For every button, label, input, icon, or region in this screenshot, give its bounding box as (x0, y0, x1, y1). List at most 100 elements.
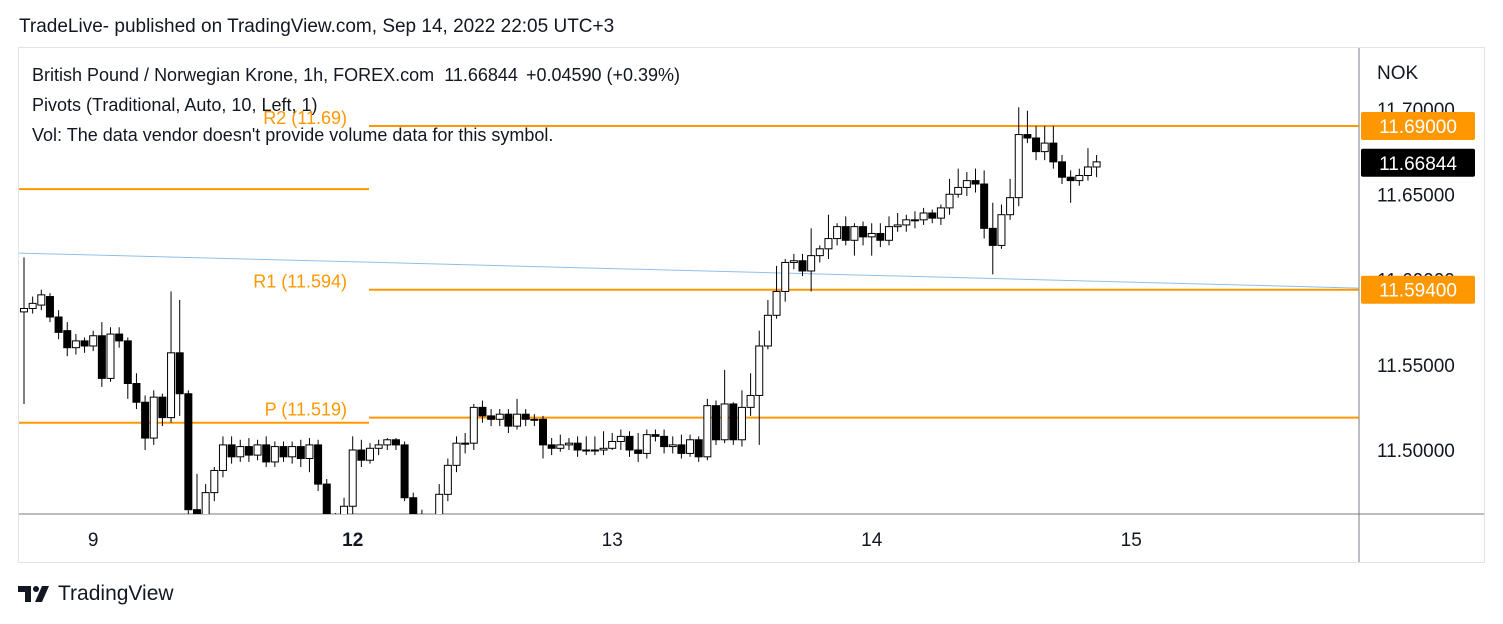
candle[interactable] (115, 327, 124, 348)
candle[interactable] (988, 202, 997, 275)
candle[interactable] (677, 434, 686, 459)
candle[interactable] (668, 436, 677, 454)
candle[interactable] (149, 390, 158, 445)
candle[interactable] (427, 515, 434, 535)
candle[interactable] (244, 438, 253, 462)
footer-brand[interactable]: TradingView (58, 582, 174, 605)
candle[interactable] (89, 330, 98, 352)
candle[interactable] (1049, 126, 1058, 169)
candle[interactable] (332, 513, 339, 540)
candle[interactable] (616, 429, 625, 450)
candle[interactable] (720, 369, 729, 444)
candle[interactable] (71, 334, 80, 355)
candle[interactable] (582, 436, 591, 456)
candle[interactable] (651, 429, 660, 442)
candle[interactable] (902, 214, 911, 232)
candle[interactable] (971, 168, 980, 193)
candle[interactable] (521, 409, 530, 427)
candle[interactable] (158, 393, 167, 427)
candle[interactable] (867, 223, 876, 256)
candle[interactable] (210, 467, 219, 502)
candle[interactable] (833, 223, 842, 246)
candle[interactable] (807, 228, 816, 292)
candle[interactable] (305, 438, 314, 473)
candle[interactable] (686, 434, 695, 457)
candle[interactable] (824, 214, 833, 260)
candle[interactable] (435, 484, 444, 527)
candle[interactable] (737, 390, 746, 447)
candle[interactable] (660, 429, 669, 454)
candle[interactable] (962, 172, 971, 196)
candle[interactable] (495, 409, 504, 427)
candle[interactable] (1040, 126, 1049, 161)
candle[interactable] (54, 310, 63, 340)
candle[interactable] (97, 322, 106, 387)
candle[interactable] (20, 257, 28, 404)
candle[interactable] (712, 400, 720, 445)
candle[interactable] (167, 291, 176, 423)
legend-volume-indicator[interactable]: Vol: The data vendor doesn't provide vol… (32, 125, 554, 145)
candle[interactable] (815, 245, 824, 263)
candle[interactable] (1032, 126, 1041, 161)
candle[interactable] (954, 168, 963, 198)
candle[interactable] (876, 223, 885, 248)
candle[interactable] (919, 207, 928, 225)
candle[interactable] (936, 204, 945, 225)
trendline[interactable] (19, 252, 1422, 290)
candle[interactable] (106, 327, 115, 382)
candle[interactable] (910, 211, 919, 229)
candle[interactable] (547, 438, 556, 456)
candle[interactable] (314, 439, 323, 491)
candle[interactable] (841, 216, 850, 246)
candle[interactable] (478, 400, 487, 423)
candle[interactable] (253, 439, 262, 461)
candle[interactable] (850, 223, 859, 256)
candle[interactable] (1023, 110, 1032, 144)
candle[interactable] (175, 299, 184, 416)
candle[interactable] (789, 253, 798, 270)
candle[interactable] (642, 429, 651, 459)
candle[interactable] (452, 436, 461, 473)
candle[interactable] (218, 436, 227, 478)
candle[interactable] (755, 330, 764, 445)
candle[interactable] (997, 204, 1006, 249)
candle[interactable] (322, 478, 331, 542)
candle[interactable] (279, 441, 288, 462)
candle[interactable] (798, 253, 807, 277)
legend-pivots-indicator[interactable]: Pivots (Traditional, Auto, 10, Left, 1) (32, 95, 318, 115)
candle[interactable] (123, 337, 132, 399)
candle[interactable] (296, 439, 305, 468)
candle[interactable] (28, 296, 37, 314)
candle[interactable] (340, 497, 349, 527)
candle[interactable] (608, 432, 617, 450)
candle[interactable] (227, 436, 236, 464)
candle[interactable] (63, 322, 72, 357)
candle[interactable] (539, 415, 547, 459)
candle[interactable] (80, 337, 89, 353)
candle[interactable] (348, 436, 357, 514)
candle[interactable] (141, 395, 150, 450)
candle[interactable] (443, 458, 452, 502)
candle[interactable] (366, 443, 374, 464)
candle[interactable] (980, 170, 989, 239)
candle[interactable] (400, 441, 409, 502)
candle[interactable] (357, 439, 366, 468)
candle[interactable] (132, 373, 141, 410)
candle[interactable] (573, 436, 582, 457)
candle[interactable] (564, 438, 573, 450)
candle[interactable] (288, 441, 297, 464)
candle[interactable] (772, 265, 781, 319)
candle[interactable] (270, 441, 279, 468)
candle[interactable] (763, 299, 772, 350)
candle[interactable] (945, 178, 954, 215)
candle[interactable] (729, 402, 738, 445)
candle[interactable] (201, 484, 210, 552)
candle[interactable] (599, 431, 608, 456)
candle[interactable] (45, 293, 54, 323)
candle[interactable] (1066, 170, 1075, 203)
candle[interactable] (469, 403, 478, 450)
candle[interactable] (184, 390, 193, 518)
candle[interactable] (37, 289, 46, 311)
candle[interactable] (634, 432, 643, 462)
